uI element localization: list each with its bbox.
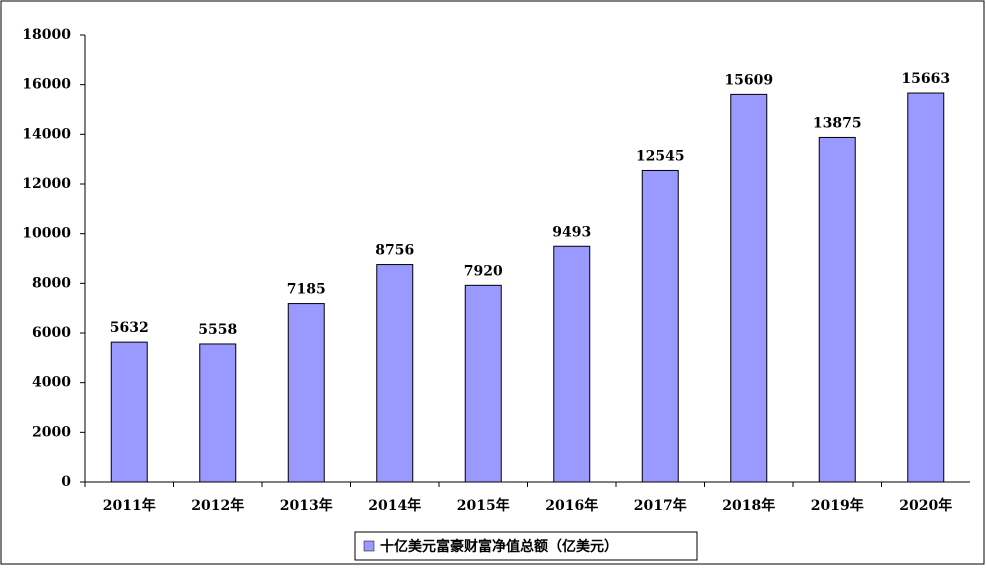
bar	[730, 93, 768, 483]
bar	[818, 136, 856, 483]
data-label: 7185	[287, 282, 326, 298]
bar	[110, 341, 148, 483]
y-tick-label: 8000	[32, 275, 71, 291]
y-tick-label: 6000	[32, 325, 71, 341]
x-tick-label: 2013年	[280, 497, 333, 514]
x-tick-label: 2014年	[368, 497, 421, 514]
x-tick-label: 2016年	[545, 497, 598, 514]
bar	[376, 264, 414, 483]
y-tick-label: 16000	[22, 77, 71, 93]
y-tick-label: 4000	[32, 375, 71, 391]
y-tick-label: 2000	[32, 424, 71, 440]
bar	[907, 92, 945, 483]
legend-swatch	[363, 540, 375, 552]
bar	[287, 303, 325, 483]
x-tick-label: 2019年	[811, 497, 864, 514]
bar	[553, 245, 591, 483]
data-label: 5632	[110, 320, 149, 336]
data-label: 5558	[198, 322, 237, 338]
y-tick-label: 18000	[22, 27, 71, 43]
bar	[641, 169, 679, 483]
data-label: 12545	[636, 148, 685, 164]
x-tick-label: 2018年	[722, 497, 775, 514]
x-tick-label: 2011年	[103, 497, 156, 514]
data-label: 9493	[552, 224, 591, 240]
y-tick-label: 0	[61, 474, 71, 490]
y-tick-label: 14000	[22, 126, 71, 142]
bar	[199, 343, 237, 483]
data-label: 8756	[375, 243, 414, 259]
x-tick-label: 2012年	[191, 497, 244, 514]
x-tick-label: 2017年	[634, 497, 687, 514]
y-tick-label: 12000	[22, 176, 71, 192]
bar	[464, 284, 502, 483]
data-label: 15609	[724, 72, 773, 88]
data-label: 15663	[901, 71, 950, 87]
y-tick-label: 10000	[22, 226, 71, 242]
legend-box	[354, 531, 698, 561]
x-tick-label: 2020年	[899, 497, 952, 514]
legend-label: 十亿美元富豪财富净值总额（亿美元）	[380, 538, 618, 555]
data-label: 7920	[464, 263, 503, 279]
data-label: 13875	[813, 115, 862, 131]
legend: 十亿美元富豪财富净值总额（亿美元）	[354, 531, 698, 561]
x-tick-label: 2015年	[457, 497, 510, 514]
